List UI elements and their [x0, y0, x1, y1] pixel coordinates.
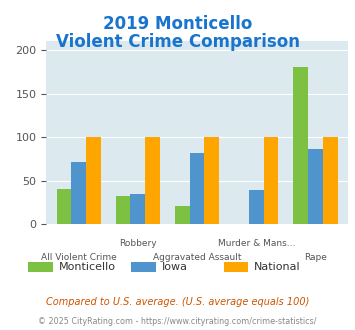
Text: © 2025 CityRating.com - https://www.cityrating.com/crime-statistics/: © 2025 CityRating.com - https://www.city…: [38, 317, 317, 326]
Text: Iowa: Iowa: [162, 262, 187, 272]
Text: National: National: [254, 262, 300, 272]
Text: Monticello: Monticello: [59, 262, 116, 272]
Text: 2019 Monticello: 2019 Monticello: [103, 15, 252, 33]
Text: Rape: Rape: [304, 253, 327, 262]
Text: Compared to U.S. average. (U.S. average equals 100): Compared to U.S. average. (U.S. average …: [46, 297, 309, 307]
Bar: [86, 137, 101, 224]
Bar: [204, 137, 219, 224]
Bar: [131, 194, 145, 224]
Bar: [263, 137, 278, 224]
Text: All Violent Crime: All Violent Crime: [41, 253, 116, 262]
Bar: [71, 162, 86, 224]
Text: Robbery: Robbery: [119, 239, 157, 248]
Bar: [56, 189, 71, 224]
Bar: [323, 137, 338, 224]
Bar: [293, 67, 308, 224]
Bar: [190, 153, 204, 224]
Bar: [116, 196, 131, 224]
Bar: [145, 137, 160, 224]
Text: Violent Crime Comparison: Violent Crime Comparison: [55, 33, 300, 51]
Bar: [249, 189, 264, 224]
Text: Murder & Mans...: Murder & Mans...: [218, 239, 295, 248]
Bar: [175, 206, 190, 224]
Text: Aggravated Assault: Aggravated Assault: [153, 253, 241, 262]
Bar: [308, 148, 323, 224]
